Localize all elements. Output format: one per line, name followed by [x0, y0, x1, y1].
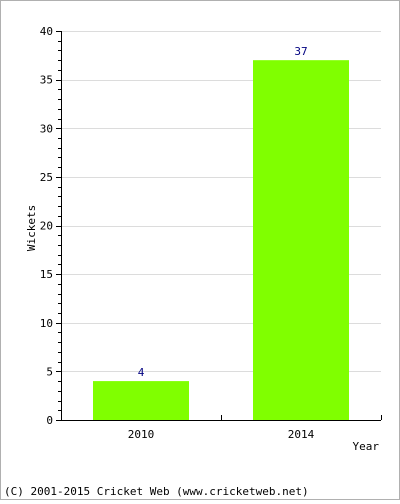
x-axis: 2010 2014 [61, 415, 382, 441]
y-tick-label: 0 [46, 414, 53, 427]
y-axis: 0 5 10 15 20 25 30 35 40 [40, 25, 62, 427]
data-label: 37 [294, 45, 307, 58]
bars: 4 37 [93, 45, 349, 421]
grid-lines [61, 31, 381, 372]
bar [93, 381, 189, 420]
x-tick-label: 2014 [288, 428, 315, 441]
y-tick-label: 35 [40, 74, 53, 87]
y-tick-label: 20 [40, 220, 53, 233]
y-tick-label: 30 [40, 122, 53, 135]
copyright-text: (C) 2001-2015 Cricket Web (www.cricketwe… [4, 485, 309, 498]
data-label: 4 [138, 366, 145, 379]
y-axis-label: Wickets [25, 205, 38, 251]
y-tick-label: 5 [46, 365, 53, 378]
y-tick-label: 10 [40, 317, 53, 330]
x-axis-label: Year [353, 440, 380, 453]
bar [253, 60, 349, 421]
y-tick-label: 15 [40, 268, 53, 281]
x-tick-label: 2010 [128, 428, 155, 441]
y-tick-label: 40 [40, 25, 53, 38]
y-tick-label: 25 [40, 171, 53, 184]
